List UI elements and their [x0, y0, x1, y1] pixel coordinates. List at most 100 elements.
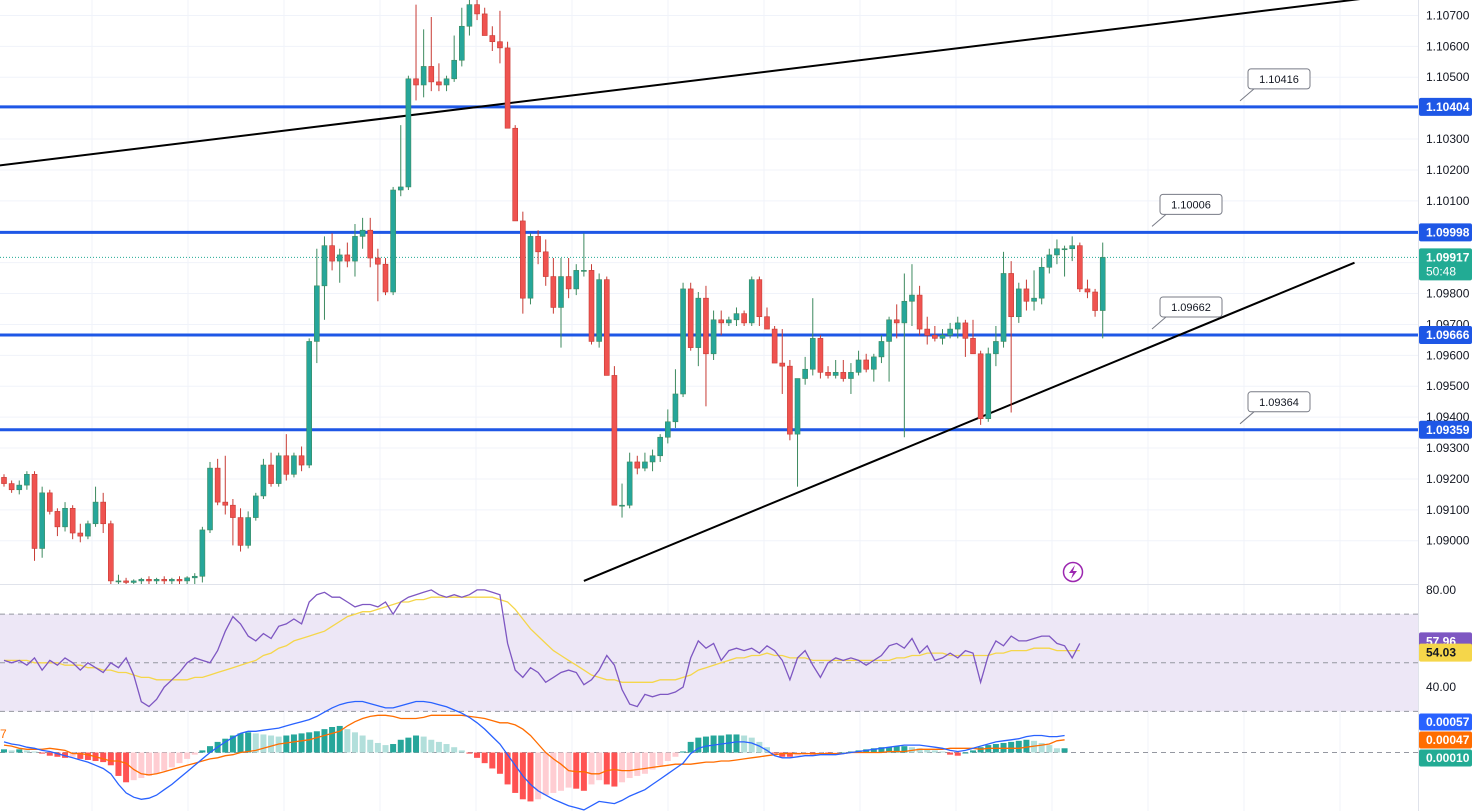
candle — [1038, 258, 1045, 305]
macd-histogram-bar — [886, 747, 893, 753]
macd-histogram-bar — [527, 752, 534, 802]
candle-body — [77, 532, 84, 537]
candle — [214, 458, 221, 506]
macd-histogram-bar — [458, 750, 465, 753]
candle — [497, 10, 503, 64]
candle — [573, 264, 580, 296]
candlesticks — [1, 0, 1106, 584]
candle — [855, 350, 862, 376]
level-price-tag-bg — [1419, 325, 1472, 344]
candle — [321, 236, 328, 320]
macd-histogram-bar — [741, 735, 748, 753]
candle — [542, 239, 549, 286]
macd-pane[interactable]: 7 — [0, 700, 1418, 811]
price-axis-tags: 1.10404 1.09998 1.09666 1.09359 1.0991750:48… — [1419, 97, 1472, 767]
candle — [268, 452, 274, 487]
candle — [672, 369, 679, 428]
candle — [1077, 242, 1083, 292]
candle-body — [1031, 297, 1037, 302]
candle — [642, 452, 648, 472]
candle-body — [573, 270, 580, 290]
level-callout: 1.09364 — [1239, 391, 1311, 425]
macd-histogram-bar — [382, 745, 389, 753]
macd-value-tag-bg — [1419, 713, 1472, 731]
candle-body — [321, 245, 328, 287]
price-axis[interactable]: 1.107001.106001.105001.104001.103001.102… — [1418, 0, 1473, 811]
candle-body — [329, 245, 335, 262]
candle — [62, 502, 68, 532]
macd-histogram-bar — [313, 731, 320, 753]
candle-body — [275, 455, 282, 484]
candle — [695, 292, 702, 367]
lightning-bolt-icon[interactable] — [1062, 561, 1084, 583]
candle — [756, 276, 763, 326]
candle-body — [1077, 245, 1083, 290]
candle-body — [947, 328, 953, 336]
macd-histogram-bar — [924, 749, 931, 753]
candle — [24, 471, 30, 490]
candle — [939, 329, 946, 345]
candle — [428, 16, 435, 92]
macd-histogram-bar — [435, 741, 442, 753]
candle — [954, 316, 961, 339]
rsi-tick-label: 40.00 — [1426, 680, 1456, 694]
candle-body — [603, 279, 610, 376]
candle-body — [649, 455, 656, 463]
macd-histogram-bar — [542, 752, 549, 796]
current-price-text: 1.09917 — [1426, 250, 1470, 264]
candle — [138, 577, 145, 584]
rsi-ma-value-tag-text: 54.03 — [1426, 646, 1456, 660]
candle-body — [527, 236, 534, 299]
rsi-line — [3, 589, 1081, 708]
macd-histogram-bar — [69, 752, 76, 757]
candle-body — [359, 229, 366, 237]
candle-body — [1046, 254, 1053, 268]
candle — [283, 434, 290, 481]
macd-histogram-bar — [237, 733, 244, 753]
candle — [916, 285, 923, 336]
macd-histogram-bar — [1008, 741, 1015, 753]
support-trendline — [583, 261, 1355, 582]
macd-histogram-bar — [878, 747, 885, 753]
candle-body — [703, 297, 709, 355]
candle — [726, 316, 732, 326]
candle — [1092, 288, 1098, 317]
macd-histogram-bar — [626, 752, 633, 779]
candle — [970, 319, 976, 355]
macd-histogram-bar — [481, 752, 488, 764]
candle-body — [207, 467, 213, 531]
candle-body — [1061, 248, 1068, 251]
price-pane[interactable]: 1.10416 1.10006 1.09662 1.09364 — [0, 0, 1418, 584]
macd-histogram-bar — [916, 748, 923, 753]
candle — [382, 258, 389, 296]
candle-body — [458, 25, 465, 61]
candle-body — [817, 338, 824, 373]
candle — [54, 508, 61, 537]
macd-histogram-bar — [176, 752, 183, 764]
candle-body — [344, 254, 351, 262]
candle-body — [588, 270, 595, 342]
macd-histogram-bar — [702, 736, 709, 753]
candle-body — [794, 378, 801, 435]
candle-body — [1038, 266, 1045, 299]
macd-histogram-bar — [351, 732, 358, 753]
candle — [245, 511, 251, 549]
candle-body — [626, 461, 633, 506]
macd-histogram-bar — [870, 748, 877, 753]
candle-body — [54, 511, 61, 528]
level-callout: 1.10006 — [1151, 193, 1223, 227]
candle — [1, 474, 7, 487]
rsi-pane[interactable] — [0, 589, 1418, 712]
callout-pointer — [1239, 411, 1255, 425]
macd-histogram-bar — [779, 752, 786, 757]
macd-histogram-bar — [573, 752, 580, 789]
candle — [39, 486, 45, 558]
macd-histogram-bar — [619, 752, 626, 783]
candle-body — [962, 322, 969, 339]
candle-body — [657, 436, 663, 457]
macd-histogram-bar — [771, 752, 778, 754]
macd-histogram-bar — [31, 751, 38, 753]
candle — [817, 335, 824, 379]
macd-histogram-bar — [962, 752, 969, 754]
